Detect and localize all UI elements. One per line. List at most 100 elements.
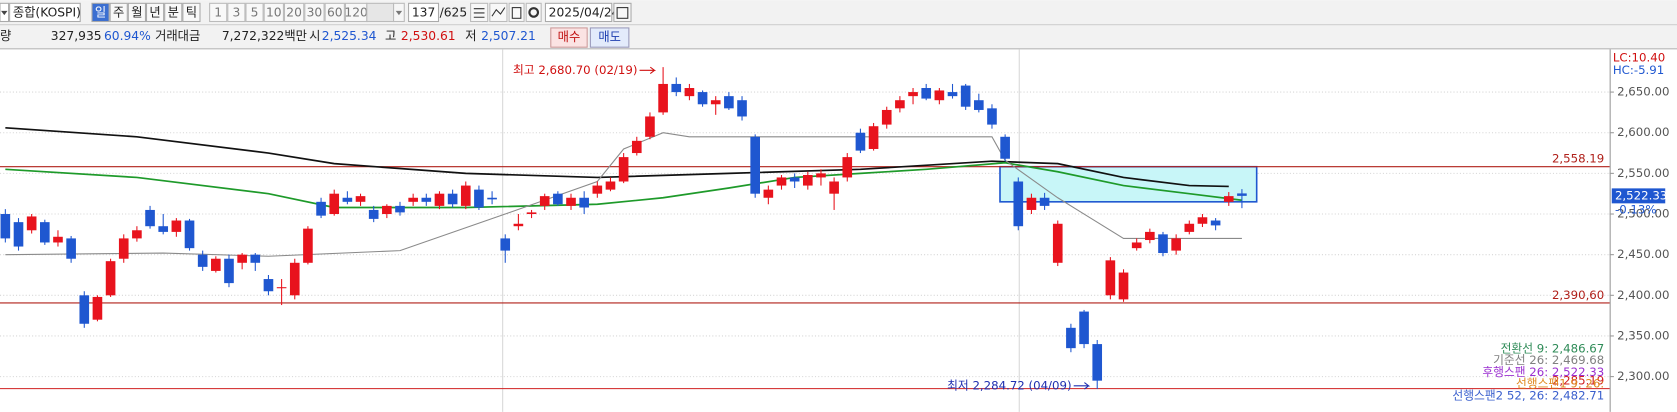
indicator-line — [5, 161, 1243, 209]
candle-body — [1079, 311, 1089, 345]
candle-body — [53, 236, 63, 243]
period-button[interactable] — [164, 2, 183, 23]
high-arrow — [639, 66, 657, 74]
custom-box[interactable] — [366, 2, 395, 23]
volume-ratio: 60.94% — [104, 29, 151, 43]
minute-button[interactable] — [283, 2, 305, 23]
low-label: 저 — [465, 29, 476, 43]
count: 137 — [412, 5, 435, 19]
candle-body — [487, 197, 497, 200]
minute-button[interactable] — [209, 2, 228, 23]
open-label: 시 — [309, 29, 320, 43]
candle-body — [1184, 223, 1195, 232]
legend-entry: 후행스팬 26: 2,522.33 — [1482, 365, 1604, 379]
minute-label: 5 — [251, 5, 259, 19]
candle-body — [39, 222, 50, 243]
dropdown-arrow — [395, 10, 403, 16]
candle-body — [908, 92, 918, 97]
minute-button[interactable] — [227, 2, 246, 23]
icon-button[interactable] — [525, 2, 542, 23]
candle-body — [263, 279, 274, 292]
minute-button[interactable] — [245, 2, 264, 23]
candle-body — [250, 254, 261, 263]
candle-body — [197, 254, 208, 267]
candle-body — [447, 193, 458, 205]
candle-body — [1000, 136, 1010, 159]
level-label: 2,390,60 — [1552, 288, 1604, 302]
candle-body — [303, 228, 313, 263]
y-tick-label: 2,350.00 — [1617, 328, 1669, 342]
market-box[interactable] — [9, 2, 81, 23]
volume: 327,935 — [51, 29, 102, 43]
candle-body — [0, 214, 11, 239]
period-label: 일 — [95, 5, 106, 19]
candle-body — [789, 177, 800, 182]
candle-body — [553, 193, 563, 205]
candle-body — [579, 197, 589, 208]
candle-body — [395, 205, 405, 213]
candle-body — [13, 222, 24, 247]
level-label: 2,285.19 — [1552, 374, 1604, 388]
date: 2025/04/24 — [549, 5, 620, 19]
period-button[interactable] — [182, 2, 201, 23]
candle-body — [618, 157, 629, 182]
tool-icons — [470, 2, 542, 23]
icon — [491, 7, 506, 17]
candle-body — [1066, 327, 1076, 349]
candle-body — [605, 181, 616, 190]
sell: 매도 — [598, 30, 621, 44]
sell-button[interactable] — [589, 27, 630, 48]
candle-body — [421, 197, 432, 202]
candle-body — [1052, 223, 1063, 263]
period-button[interactable] — [91, 2, 110, 23]
y-tick-label: 2,550.00 — [1617, 166, 1669, 180]
period-button[interactable] — [127, 2, 146, 23]
minute-button[interactable] — [324, 2, 345, 23]
amount: 7,272,322백만 — [222, 29, 307, 43]
count-box[interactable] — [408, 2, 440, 23]
candle-body — [1171, 238, 1181, 251]
candle-body — [921, 88, 932, 99]
buy-button[interactable] — [550, 27, 588, 48]
candle-body — [1105, 260, 1116, 296]
date-box[interactable] — [544, 2, 613, 23]
period-button[interactable] — [109, 2, 128, 23]
candle-body — [513, 223, 524, 227]
legend-entry: 기준선 26: 2,469.68 — [1493, 353, 1604, 367]
minute-button[interactable] — [263, 2, 284, 23]
candle-body — [671, 83, 682, 93]
candle-body — [158, 226, 169, 232]
period-label: 틱 — [186, 5, 197, 19]
volume-label: 량 — [0, 29, 11, 43]
candle-body — [934, 90, 945, 101]
low: 2,507.21 — [481, 29, 536, 43]
high-label: 고 — [385, 29, 396, 43]
minute-label: 30 — [307, 5, 323, 19]
candle-body — [1145, 231, 1155, 241]
candle-body — [539, 196, 550, 206]
legend-entry: 선행스팬1 9, 26: — [1516, 377, 1604, 391]
y-tick-label: 2,450.00 — [1617, 247, 1669, 261]
candle-body — [289, 262, 300, 296]
period-button[interactable] — [145, 2, 165, 23]
high-note: 최고 2,680.70 (02/19) — [513, 63, 637, 77]
hc: HC:-5.91 — [1613, 63, 1664, 77]
candle-body — [368, 209, 379, 219]
period-label: 월 — [131, 5, 142, 19]
buy: 매수 — [558, 30, 581, 44]
candle-body — [566, 197, 576, 206]
candle-body — [460, 185, 471, 206]
candle-body — [829, 181, 839, 194]
candle-body — [658, 83, 668, 113]
minute-button[interactable] — [304, 2, 325, 23]
y-tick-label: 2,650.00 — [1617, 85, 1669, 99]
y-tick-label: 2,300.00 — [1617, 369, 1669, 383]
minute-label: 10 — [266, 5, 282, 19]
minute-label: 20 — [286, 5, 302, 19]
last-price: 2,522.33 — [1615, 188, 1667, 202]
period-label: 주 — [113, 5, 124, 19]
legend-entry: 전환선 9: 2,486.67 — [1501, 341, 1605, 355]
y-tick-label: 2,600.00 — [1617, 125, 1669, 139]
minute-buttons: 1 3 5 10 20 30 60 120 — [209, 2, 368, 23]
